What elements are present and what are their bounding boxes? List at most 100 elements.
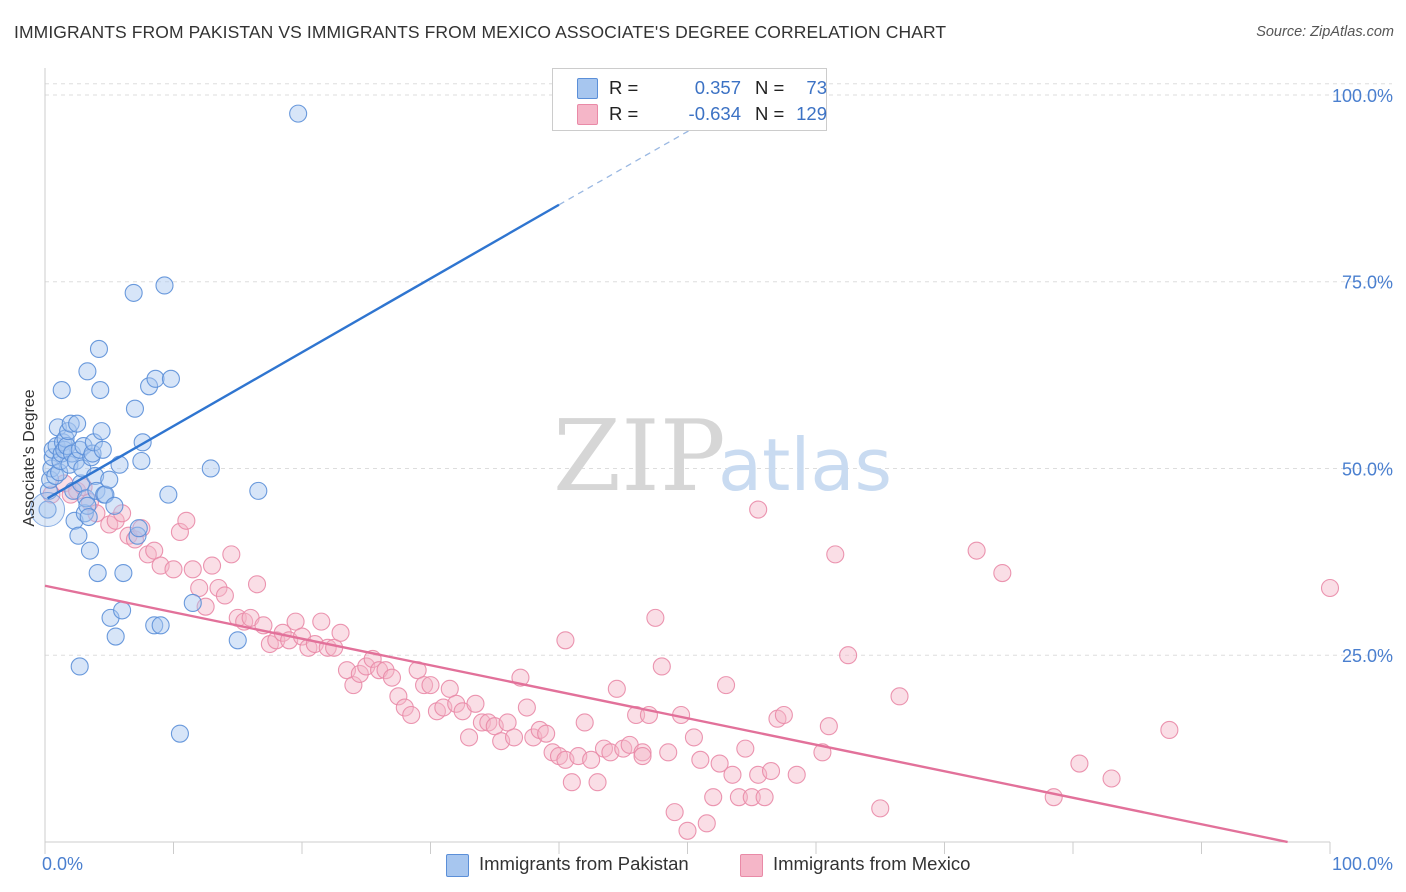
mexico-point	[697, 814, 716, 833]
pakistan-point	[155, 276, 174, 295]
mexico-point	[826, 545, 845, 564]
y-tick-label: 50.0%	[1342, 459, 1393, 479]
mexico-point	[440, 679, 459, 698]
y-axis-title: Associate's Degree	[21, 389, 38, 526]
legend-n-value: 73	[806, 77, 827, 98]
x-tick-label: 0.0%	[42, 854, 83, 874]
mexico-point	[183, 560, 202, 579]
pakistan-point	[146, 369, 165, 388]
pakistan-point	[113, 601, 132, 620]
mexico-point	[774, 705, 793, 725]
pakistan-point	[66, 451, 85, 471]
pakistan-point	[89, 339, 109, 358]
pakistan-point	[105, 496, 124, 515]
mexico-point	[787, 765, 806, 784]
mexico-point	[691, 750, 710, 769]
mexico-point	[376, 661, 395, 680]
mexico-point	[665, 803, 684, 822]
pakistan-point	[140, 377, 159, 396]
mexico-point	[421, 676, 440, 695]
legend-r-label: R =	[609, 103, 639, 124]
pakistan-point	[249, 481, 268, 500]
legend-swatch-mexico	[577, 104, 598, 125]
pakistan-point	[93, 440, 112, 459]
pakistan-trendline	[46, 203, 560, 500]
mexico-point	[350, 664, 369, 683]
legend-label-mexico: Immigrants from Mexico	[773, 853, 971, 874]
pakistan-point	[68, 414, 87, 433]
legend-swatch-mexico	[740, 854, 763, 877]
pakistan-point	[128, 526, 147, 545]
mexico-point	[607, 679, 626, 698]
pakistan-point	[289, 104, 308, 123]
pakistan-point	[70, 657, 89, 676]
legend-swatch-pakistan	[577, 78, 598, 99]
pakistan-point	[228, 631, 247, 650]
tick-labels: 25.0% 50.0% 75.0% 100.0% 0.0% 100.0%	[42, 86, 1393, 874]
mexico-point	[504, 728, 524, 747]
mexico-point	[967, 541, 986, 560]
watermark-atlas: atlas	[718, 423, 892, 507]
mexico-point	[344, 676, 363, 695]
mexico-point	[729, 788, 748, 807]
mexico-point	[177, 511, 196, 530]
pakistan-point	[183, 593, 202, 612]
mexico-point	[1044, 788, 1063, 807]
watermark-zip: ZIP	[553, 400, 726, 514]
legend-r-value: -0.634	[688, 103, 741, 124]
mexico-point	[415, 676, 434, 695]
source-label: Source: ZipAtlas.com	[1256, 24, 1394, 40]
pakistan-point	[30, 492, 66, 528]
mexico-point	[742, 788, 761, 807]
pakistan-point	[110, 455, 129, 474]
pakistan-point	[145, 616, 164, 635]
series-legend: Immigrants from Pakistan Immigrants from…	[0, 852, 1406, 878]
mexico-point	[145, 541, 164, 560]
mexico-point	[222, 545, 241, 564]
mexico-point	[819, 717, 838, 736]
mexico-point	[209, 578, 228, 598]
pakistan-point	[80, 541, 100, 560]
mexico-point	[684, 728, 703, 747]
pakistan-point	[132, 451, 151, 471]
x-tick-label: 100.0%	[1332, 854, 1393, 874]
mexico-point	[459, 728, 479, 747]
mexico-point	[247, 575, 267, 594]
mexico-point	[1102, 769, 1121, 788]
mexico-point	[286, 612, 305, 631]
watermark: ZIP atlas	[553, 400, 892, 514]
pakistan-point	[161, 369, 180, 388]
mexico-point	[215, 586, 234, 605]
mexico-point	[113, 504, 132, 523]
pakistan-point	[125, 399, 144, 418]
mexico-point	[761, 761, 781, 781]
mexico-point	[704, 788, 723, 807]
mexico-point	[652, 657, 671, 676]
y-tick-label: 75.0%	[1342, 273, 1393, 293]
mexico-point	[1070, 754, 1089, 773]
mexico-point	[678, 821, 697, 840]
mexico-point	[633, 747, 652, 766]
mexico-trendline	[44, 584, 1288, 844]
pakistan-point	[91, 380, 110, 400]
pakistan-point	[151, 616, 170, 635]
mexico-point	[106, 511, 125, 530]
mexico-point	[575, 713, 594, 732]
mexico-point	[537, 724, 556, 743]
mexico-point	[646, 608, 665, 627]
mexico-point	[1160, 720, 1179, 739]
legend-r-label: R =	[609, 77, 639, 98]
mexico-point	[890, 687, 909, 706]
pakistan-point	[69, 526, 88, 545]
pakistan-point	[78, 362, 97, 381]
mexico-point	[871, 799, 890, 818]
mexico-point	[562, 773, 581, 792]
mexico-point	[466, 694, 485, 713]
mexico-point	[659, 743, 678, 762]
pakistan-point	[170, 724, 189, 743]
pakistan-points	[30, 82, 614, 743]
mexico-point	[203, 556, 222, 575]
mexico-point	[736, 739, 755, 758]
pakistan-point	[88, 564, 107, 583]
pakistan-point	[65, 511, 84, 530]
